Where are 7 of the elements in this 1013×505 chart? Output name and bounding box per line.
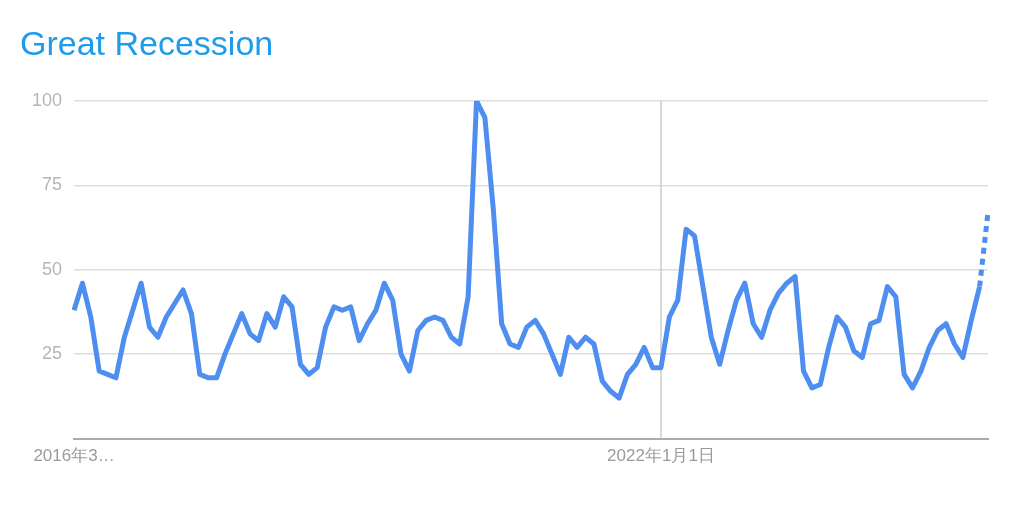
x-tick-label: 2016年3… xyxy=(33,446,115,466)
y-tick-label: 50 xyxy=(42,258,63,279)
y-tick-label: 100 xyxy=(31,89,63,110)
y-tick-label: 25 xyxy=(42,343,63,364)
x-tick-label: 2022年1月1日 xyxy=(607,446,715,466)
chart-title: Great Recession xyxy=(20,23,274,62)
y-tick-label: 75 xyxy=(42,174,63,195)
